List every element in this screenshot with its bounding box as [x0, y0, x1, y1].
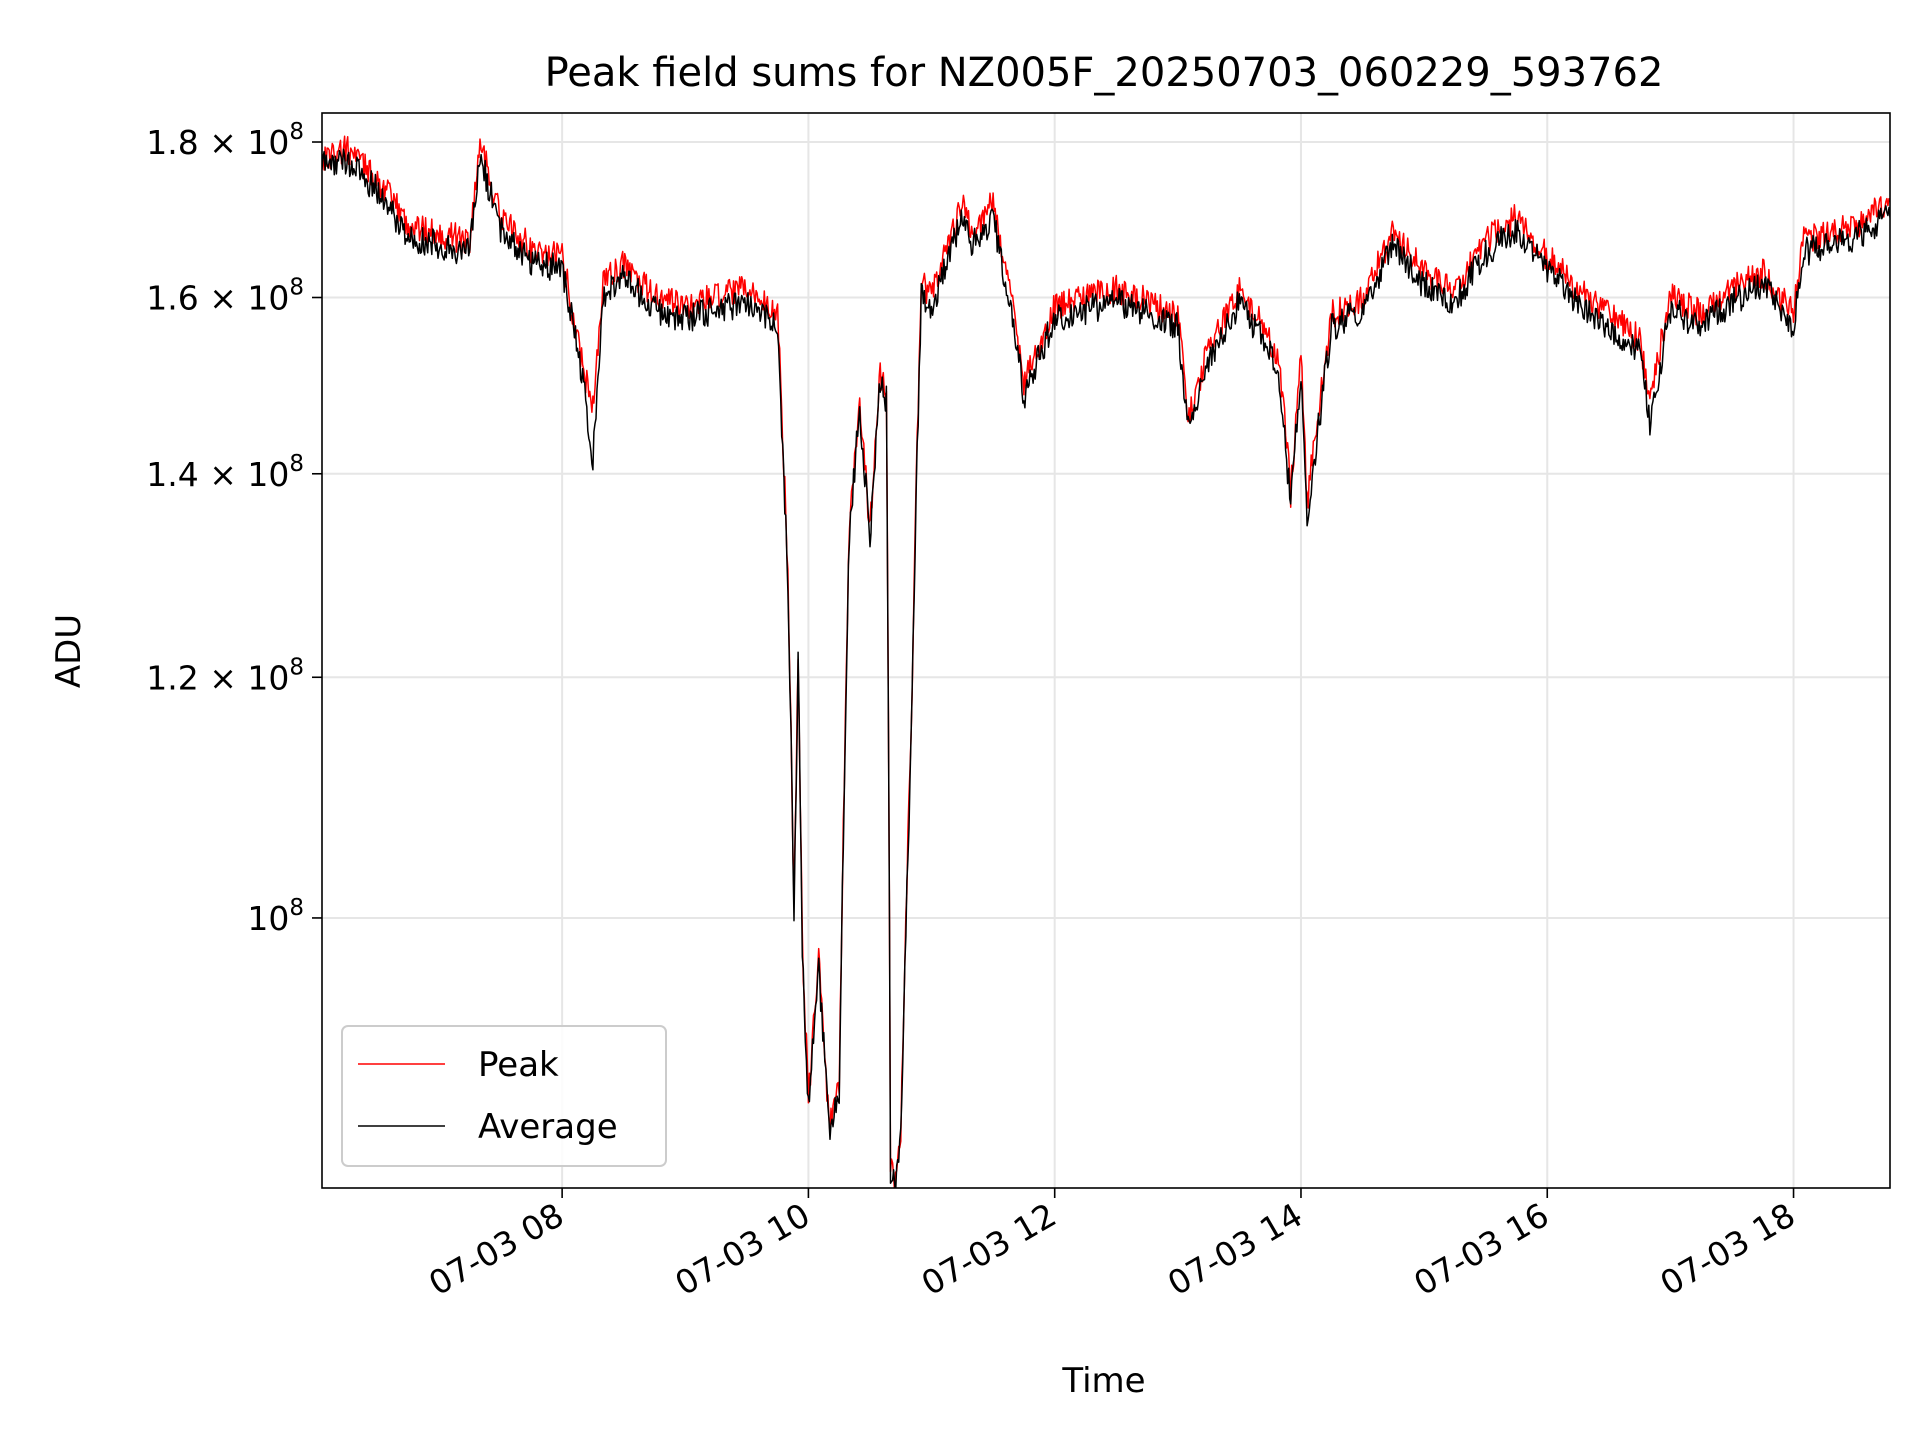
legend-label-peak: Peak: [478, 1045, 559, 1085]
y-axis-label: ADU: [49, 614, 89, 688]
chart-title: Peak field sums for NZ005F_20250703_0602…: [545, 50, 1664, 96]
y-tick-label: 1.2 × 108: [146, 654, 304, 697]
y-tick-label: 1.4 × 108: [146, 451, 304, 494]
x-axis-label: Time: [1061, 1361, 1145, 1401]
legend: Peak Average: [341, 1025, 667, 1167]
legend-label-average: Average: [478, 1107, 618, 1147]
series-line-average: [322, 148, 1890, 1188]
axes-frame: [321, 112, 1891, 1189]
plot-lines: [322, 135, 1890, 1188]
legend-box: [341, 1025, 667, 1167]
y-tick-label: 1.6 × 108: [146, 274, 304, 317]
y-tick-label: 1.8 × 108: [146, 119, 304, 162]
y-tick-label: 108: [247, 895, 304, 938]
